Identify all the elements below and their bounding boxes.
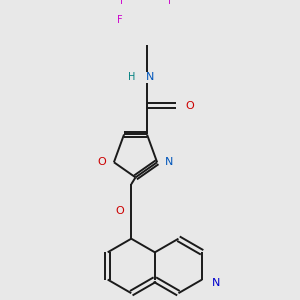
Text: N: N — [212, 278, 220, 288]
Text: O: O — [98, 157, 106, 167]
Text: O: O — [185, 100, 194, 110]
Text: O: O — [115, 206, 124, 216]
Text: N: N — [146, 72, 154, 82]
Text: F: F — [117, 15, 123, 26]
Text: F: F — [120, 0, 126, 6]
Text: H: H — [128, 72, 135, 82]
Text: N: N — [165, 157, 173, 167]
Text: F: F — [168, 0, 174, 6]
